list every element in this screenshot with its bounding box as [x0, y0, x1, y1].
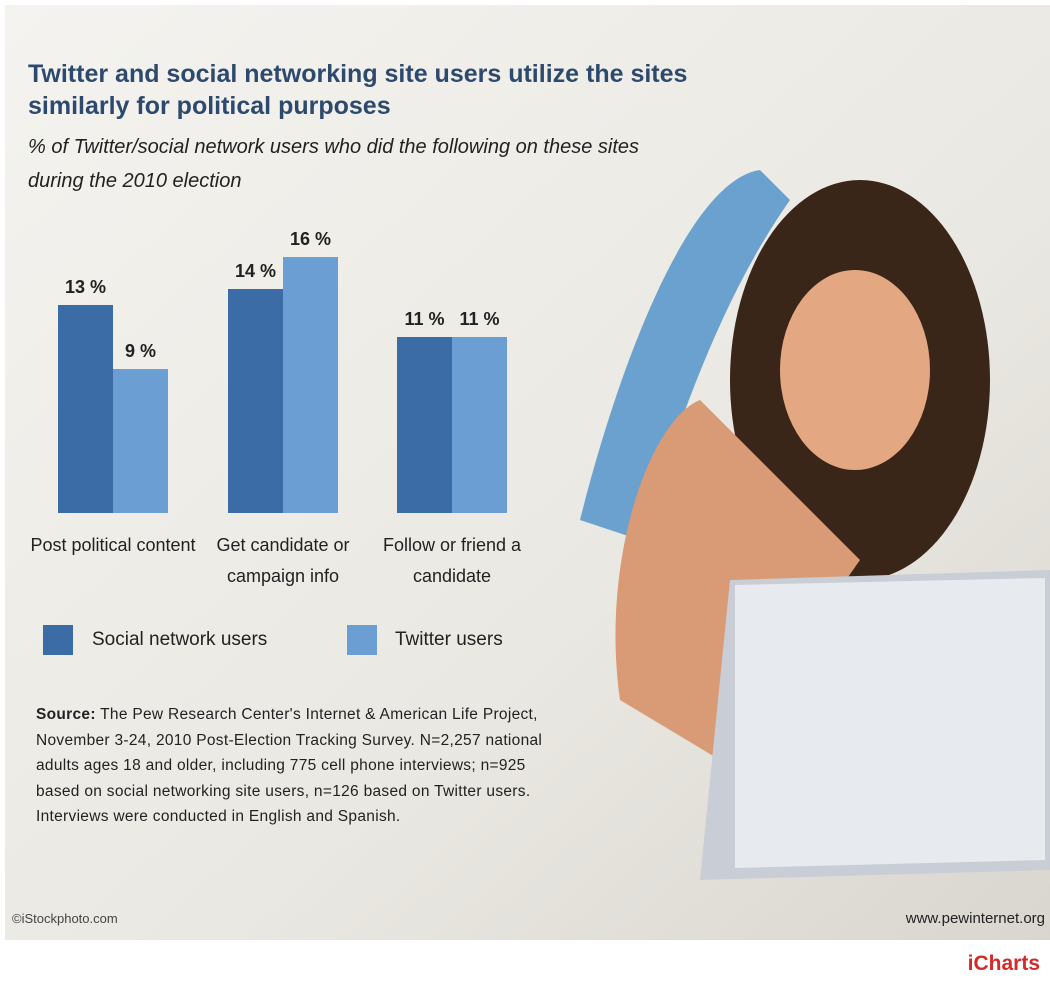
photo-jeans [580, 170, 790, 540]
bar [58, 305, 113, 513]
photo-face [780, 270, 930, 470]
website: www.pewinternet.org [905, 910, 1045, 927]
x-tick-label: Get candidate or campaign info [216, 535, 350, 586]
bar [397, 337, 452, 513]
chart-subtitle: % of Twitter/social network users who di… [28, 136, 640, 192]
x-tick-label: Follow or friend a candidate [382, 535, 522, 586]
photo-laptop-lid [735, 578, 1045, 868]
legend-label: Social network users [92, 629, 268, 650]
source-label: Source: [36, 706, 96, 723]
legend-label: Twitter users [395, 629, 503, 650]
legend-swatch [43, 625, 73, 655]
value-label: 16 % [290, 229, 331, 249]
bar [228, 289, 283, 513]
source-note: Source: The Pew Research Center's Intern… [36, 702, 566, 830]
chart-title: Twitter and social networking site users… [28, 60, 688, 120]
value-label: 13 % [65, 277, 106, 297]
bar [283, 257, 338, 513]
brand: iCharts [967, 952, 1040, 975]
legend-swatch [347, 625, 377, 655]
bar [113, 369, 168, 513]
source-text: The Pew Research Center's Internet & Ame… [36, 706, 543, 825]
bar [452, 337, 507, 513]
value-label: 11 % [404, 309, 444, 329]
value-label: 11 % [459, 309, 499, 329]
x-tick-label: Post political content [30, 535, 196, 555]
value-label: 9 % [125, 341, 156, 361]
photo-credit: ©iStockphoto.com [12, 911, 118, 926]
footer [0, 940, 1050, 983]
value-label: 14 % [235, 261, 276, 281]
